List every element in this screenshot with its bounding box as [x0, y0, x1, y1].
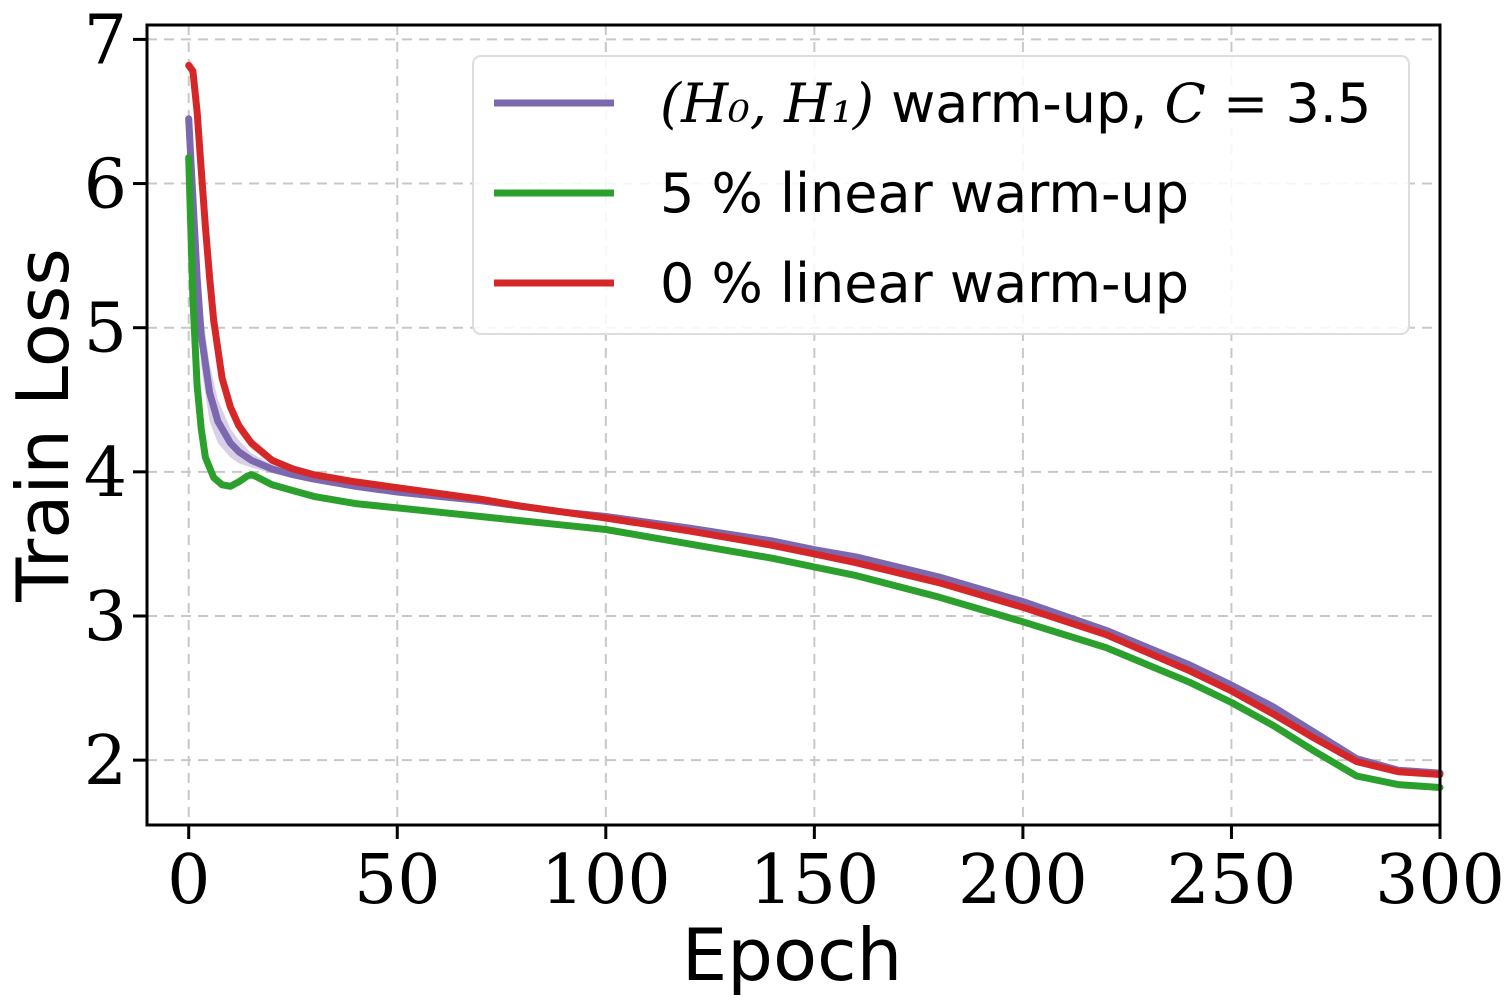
legend-label-0pct: 0 % linear warm-up [660, 252, 1189, 315]
y-tick-label: 5 [84, 290, 127, 369]
series-line-2 [185, 61, 1444, 778]
legend-box [472, 55, 1410, 335]
legend-label-5pct: 5 % linear warm-up [660, 162, 1189, 225]
legend-label-h0h1: (H₀, H₁) warm-up, C = 3.5 [660, 72, 1371, 135]
x-tick-label: 300 [1375, 841, 1504, 920]
series-lines [185, 61, 1444, 791]
series-line-1 [185, 154, 1444, 791]
y-tick-label: 3 [84, 578, 127, 657]
x-tick-label: 150 [749, 841, 879, 920]
legend: (H₀, H₁) warm-up, C = 3.5 5 % linear war… [472, 55, 1410, 335]
x-axis-label: Epoch [682, 913, 902, 997]
y-axis-label: Train Loss [1, 248, 85, 603]
x-tick-label: 250 [1167, 841, 1297, 920]
x-tick-label: 100 [541, 841, 671, 920]
axis-ticks: 0 50 100 150 200 250 300 2 3 4 5 6 7 [84, 1, 1504, 920]
plot-frame [145, 23, 1442, 827]
y-tick-label: 7 [84, 1, 127, 80]
x-tick-label: 200 [958, 841, 1088, 920]
x-tick-label: 0 [167, 841, 210, 920]
x-tick-label: 50 [354, 841, 441, 920]
y-tick-label: 6 [84, 146, 127, 225]
y-tick-label: 2 [84, 722, 127, 801]
y-tick-label: 4 [84, 434, 127, 513]
